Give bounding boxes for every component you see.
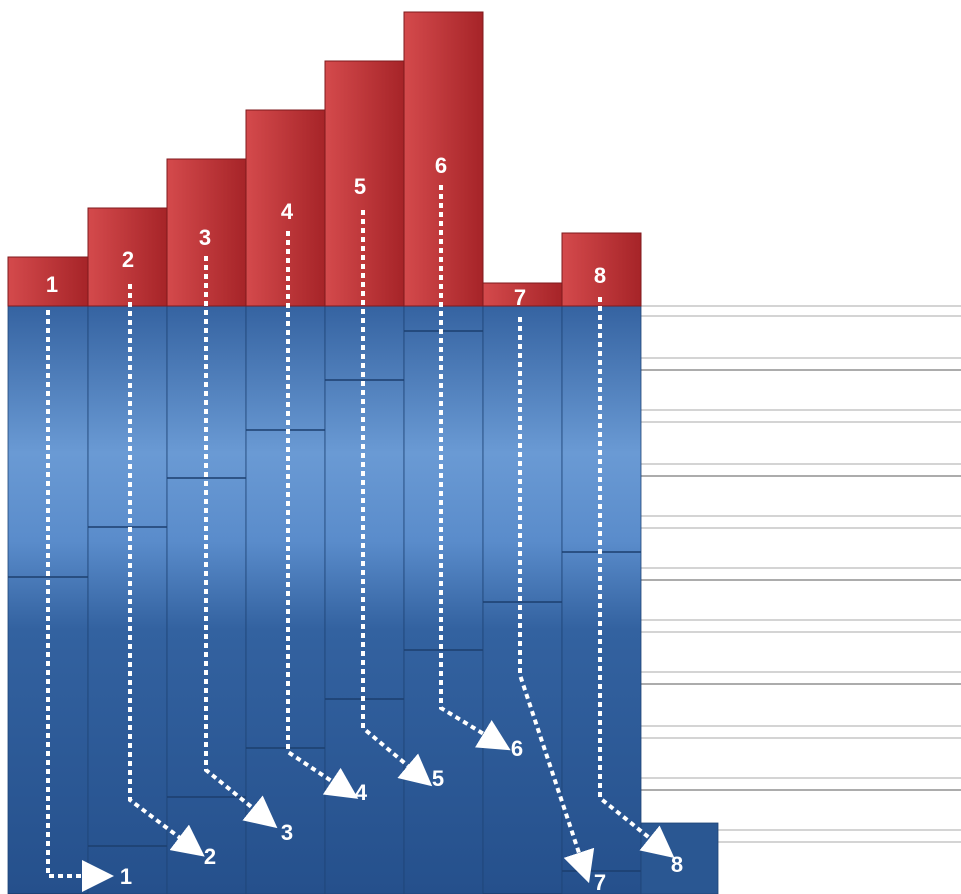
column-body xyxy=(561,305,642,894)
bottom-label: 1 xyxy=(120,864,132,889)
shift-arrows xyxy=(46,185,675,892)
top-label: 4 xyxy=(281,199,294,224)
dotted-arrow xyxy=(598,297,675,859)
top-label: 8 xyxy=(594,263,606,288)
bottom-label: 2 xyxy=(204,844,216,869)
column-body xyxy=(87,305,168,894)
column-body xyxy=(482,305,563,894)
column-top xyxy=(403,11,484,307)
column-labels: 1 1 2 2 3 3 4 4 5 5 6 6 7 7 8 8 xyxy=(46,153,683,894)
column-body xyxy=(403,305,484,894)
column-top xyxy=(245,109,326,307)
ruled-lines xyxy=(641,305,961,843)
bottom-label: 6 xyxy=(511,736,523,761)
top-label: 2 xyxy=(122,247,134,272)
top-label: 1 xyxy=(46,272,58,297)
columns xyxy=(7,305,719,894)
column-top xyxy=(7,256,89,307)
top-label: 5 xyxy=(354,174,366,199)
dotted-arrow xyxy=(439,185,511,751)
column-top xyxy=(561,232,642,307)
dotted-arrow xyxy=(204,256,278,829)
column-top xyxy=(87,207,168,307)
top-label: 7 xyxy=(514,285,526,310)
top-label: 6 xyxy=(435,153,447,178)
bottom-label: 3 xyxy=(281,820,293,845)
red-top-band xyxy=(7,11,642,307)
top-label: 3 xyxy=(199,225,211,250)
dotted-arrow xyxy=(361,210,433,787)
bottom-label: 7 xyxy=(594,870,606,894)
column-top xyxy=(166,158,247,307)
column-body xyxy=(245,305,326,894)
dotted-arrow xyxy=(518,317,595,884)
bottom-label: 8 xyxy=(671,852,683,877)
bottom-label: 5 xyxy=(432,766,444,791)
bottom-label: 4 xyxy=(355,780,368,805)
dotted-arrow xyxy=(286,231,359,799)
dotted-arrow xyxy=(128,284,205,857)
